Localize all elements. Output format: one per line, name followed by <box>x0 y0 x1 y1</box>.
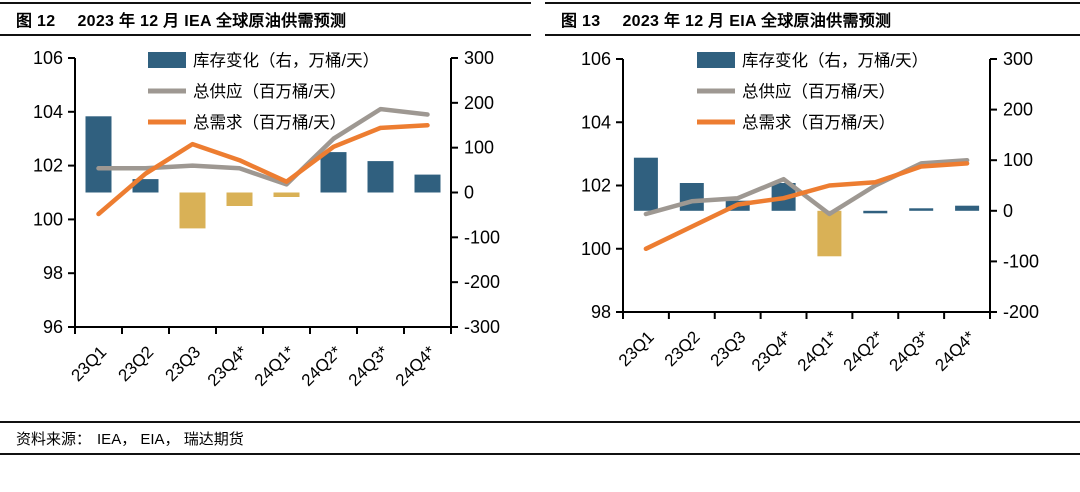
right-axis-tick-label: 0 <box>1003 201 1013 221</box>
bar-24Q4* <box>955 205 980 211</box>
bar-24Q3* <box>909 208 934 211</box>
right-axis-tick-label: -100 <box>1003 251 1039 271</box>
figures-row: 图 12 2023 年 12 月 IEA 全球原油供需预测 106 104 102 1… <box>0 2 1080 404</box>
bar-24Q2* <box>320 152 347 193</box>
x-axis-label: 23Q2 <box>661 327 704 370</box>
left-axis-tick-label: 100 <box>33 209 63 229</box>
x-axis-label: 24Q3* <box>885 327 933 375</box>
right-axis-tick-label: 200 <box>464 93 494 113</box>
x-axis-label: 23Q3 <box>707 327 750 370</box>
right-axis-tick-label: 300 <box>1003 49 1033 69</box>
x-axis-label: 24Q2* <box>840 327 888 375</box>
legend-item-label: 总需求（百万桶/天） <box>742 113 895 132</box>
left-axis-tick-label: 98 <box>43 263 63 283</box>
source-text: IEA， EIA， 瑞达期货 <box>97 430 244 448</box>
x-axis-label: 23Q4* <box>748 327 796 375</box>
legend-bar-swatch <box>148 52 186 68</box>
bar-24Q2* <box>863 210 888 214</box>
legend-item-label: 总需求（百万桶/天） <box>193 113 346 132</box>
x-axis-label: 24Q3* <box>345 342 393 390</box>
bar-23Q1 <box>633 157 658 211</box>
left-axis-tick-label: 106 <box>581 49 611 69</box>
legend-item-label: 总供应（百万桶/天） <box>193 82 346 101</box>
source-row: 资料来源： IEA， EIA， 瑞达期货 <box>0 421 1080 455</box>
bar-24Q1* <box>817 210 842 257</box>
iea-chart-wrap: 106 104 102 100 98 96 300 200 100 0 -100 -200 -300 23… <box>0 36 531 404</box>
legend: 库存变化（右，万桶/天） 总供应（百万桶/天） 总需求（百万桶/天） <box>697 51 928 132</box>
x-axis-label: 24Q4* <box>931 327 979 375</box>
bar-23Q3 <box>179 192 206 229</box>
right-axis-tick-label: 200 <box>1003 100 1033 120</box>
x-axis-label: 24Q1* <box>794 327 842 375</box>
legend-bar-swatch <box>697 52 735 68</box>
x-axis-label: 23Q1 <box>615 327 658 370</box>
x-axis-label: 24Q4* <box>392 342 440 390</box>
legend-item-label: 库存变化（右，万桶/天） <box>742 51 928 70</box>
left-axis-tick-label: 104 <box>581 112 611 132</box>
bar-23Q4* <box>226 192 253 206</box>
left-axis-tick-label: 98 <box>591 302 611 322</box>
left-axis-tick-label: 104 <box>33 102 63 122</box>
x-axis-label: 23Q2 <box>114 342 157 385</box>
x-axis-label: 24Q1* <box>251 342 299 390</box>
x-axis-label: 24Q2* <box>298 342 346 390</box>
inventory-bars <box>633 157 980 257</box>
x-axis-label: 23Q3 <box>161 342 204 385</box>
left-axis-tick-label: 106 <box>33 48 63 68</box>
figure-eia-title: 图 13 2023 年 12 月 EIA 全球原油供需预测 <box>545 2 1080 36</box>
left-axis-tick-label: 102 <box>581 176 611 196</box>
left-axis-tick-label: 102 <box>33 156 63 176</box>
bar-24Q3* <box>367 161 394 193</box>
bar-24Q4* <box>414 174 441 193</box>
right-axis-tick-label: 0 <box>464 183 474 203</box>
figure-eia-label: 图 13 <box>561 13 601 30</box>
demand-line <box>643 161 970 252</box>
axes <box>616 58 997 319</box>
figure-iea-title-text: 2023 年 12 月 IEA 全球原油供需预测 <box>77 13 347 30</box>
right-axis-tick-label: -200 <box>464 272 500 292</box>
right-axis-tick-label: -300 <box>464 317 500 337</box>
legend-item-label: 总供应（百万桶/天） <box>742 82 895 101</box>
demand-line <box>96 123 430 217</box>
figure-iea-title: 图 12 2023 年 12 月 IEA 全球原油供需预测 <box>0 2 531 36</box>
bar-24Q1* <box>273 192 300 197</box>
bar-23Q2 <box>132 179 159 193</box>
axes <box>68 57 458 334</box>
right-axis-tick-label: 300 <box>464 48 494 68</box>
eia-chart-wrap: 106 104 102 100 98 300 200 100 0 -100 -200 23Q1 23Q2… <box>545 36 1080 404</box>
iea-combo-chart: 106 104 102 100 98 96 300 200 100 0 -100 -200 -300 23… <box>33 48 500 390</box>
right-axis-tick-label: 100 <box>464 138 494 158</box>
source-label: 资料来源： <box>16 430 92 448</box>
x-axis-label: 23Q1 <box>67 342 110 385</box>
figure-eia-title-text: 2023 年 12 月 EIA 全球原油供需预测 <box>622 13 892 30</box>
right-axis-tick-label: -100 <box>464 227 500 247</box>
figure-iea: 图 12 2023 年 12 月 IEA 全球原油供需预测 106 104 102 1… <box>0 2 531 404</box>
bar-23Q1 <box>85 116 112 193</box>
legend-item-label: 库存变化（右，万桶/天） <box>193 51 379 70</box>
figure-iea-label: 图 12 <box>16 13 56 30</box>
inventory-bars <box>85 116 441 229</box>
right-axis-tick-label: -200 <box>1003 302 1039 322</box>
x-axis-label: 23Q4* <box>204 342 252 390</box>
legend: 库存变化（右，万桶/天） 总供应（百万桶/天） 总需求（百万桶/天） <box>148 51 379 132</box>
bar-23Q2 <box>679 183 704 211</box>
right-axis-tick-label: 100 <box>1003 150 1033 170</box>
eia-combo-chart: 106 104 102 100 98 300 200 100 0 -100 -200 23Q1 23Q2… <box>581 49 1039 375</box>
left-axis-tick-label: 96 <box>43 317 63 337</box>
figure-eia: 图 13 2023 年 12 月 EIA 全球原油供需预测 106 104 102 1… <box>545 2 1080 404</box>
left-axis-tick-label: 100 <box>581 239 611 259</box>
